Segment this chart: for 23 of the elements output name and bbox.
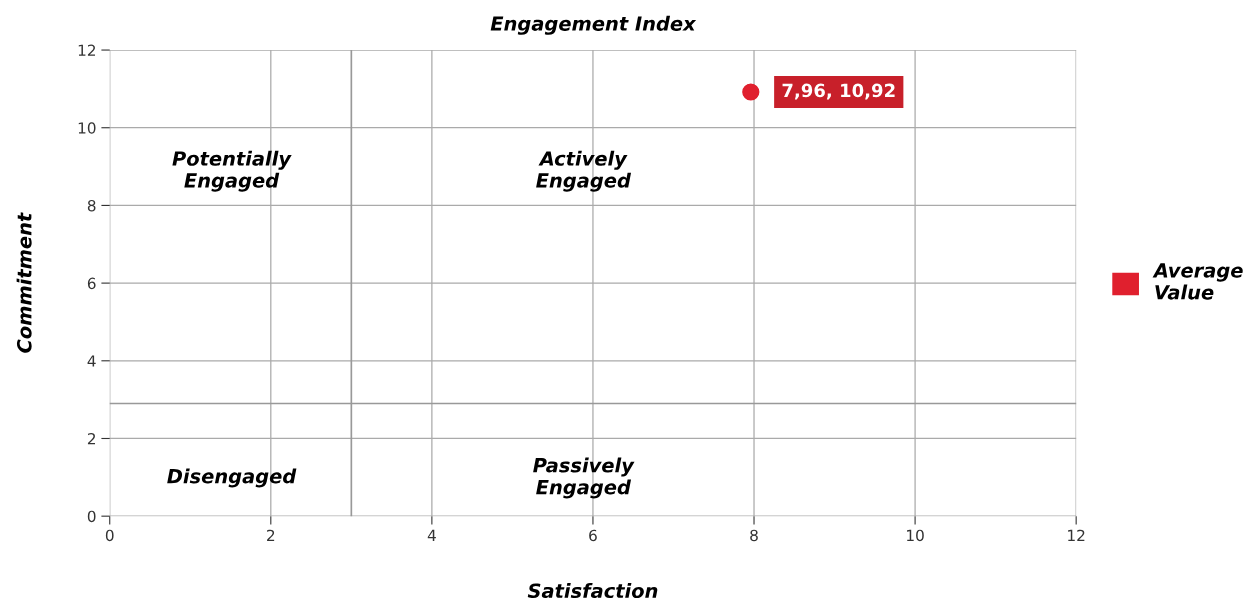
legend-label: Average Value [1152,263,1243,300]
data-label: 7,96, 10,92 [782,83,895,100]
annotation: Potentially Engaged [172,150,292,192]
annotation: Actively Engaged [536,150,632,192]
y-tick-label: 12 [78,44,96,56]
x-axis-title: Satisfaction [527,583,658,599]
y-tick-label: 0 [87,510,96,523]
x-tick-label: 10 [907,529,924,542]
y-tick-label: 4 [87,355,96,367]
y-tick-label: 2 [87,432,96,445]
x-tick-label: 8 [750,529,758,542]
x-tick-label: 4 [427,529,436,541]
annotation: Disengaged [167,468,297,488]
x-tick-label: 0 [105,529,114,542]
x-tick-label: 12 [1068,529,1085,541]
x-tick-label: 6 [589,529,597,542]
y-tick-label: 8 [87,199,96,212]
annotation: Passively Engaged [533,457,635,499]
y-tick-label: 6 [87,277,96,290]
x-tick-label: 2 [267,529,275,541]
y-axis-title: Commitment [16,212,32,353]
y-tick-label: 10 [78,122,96,134]
chart-title: Engagement Index [490,15,697,35]
